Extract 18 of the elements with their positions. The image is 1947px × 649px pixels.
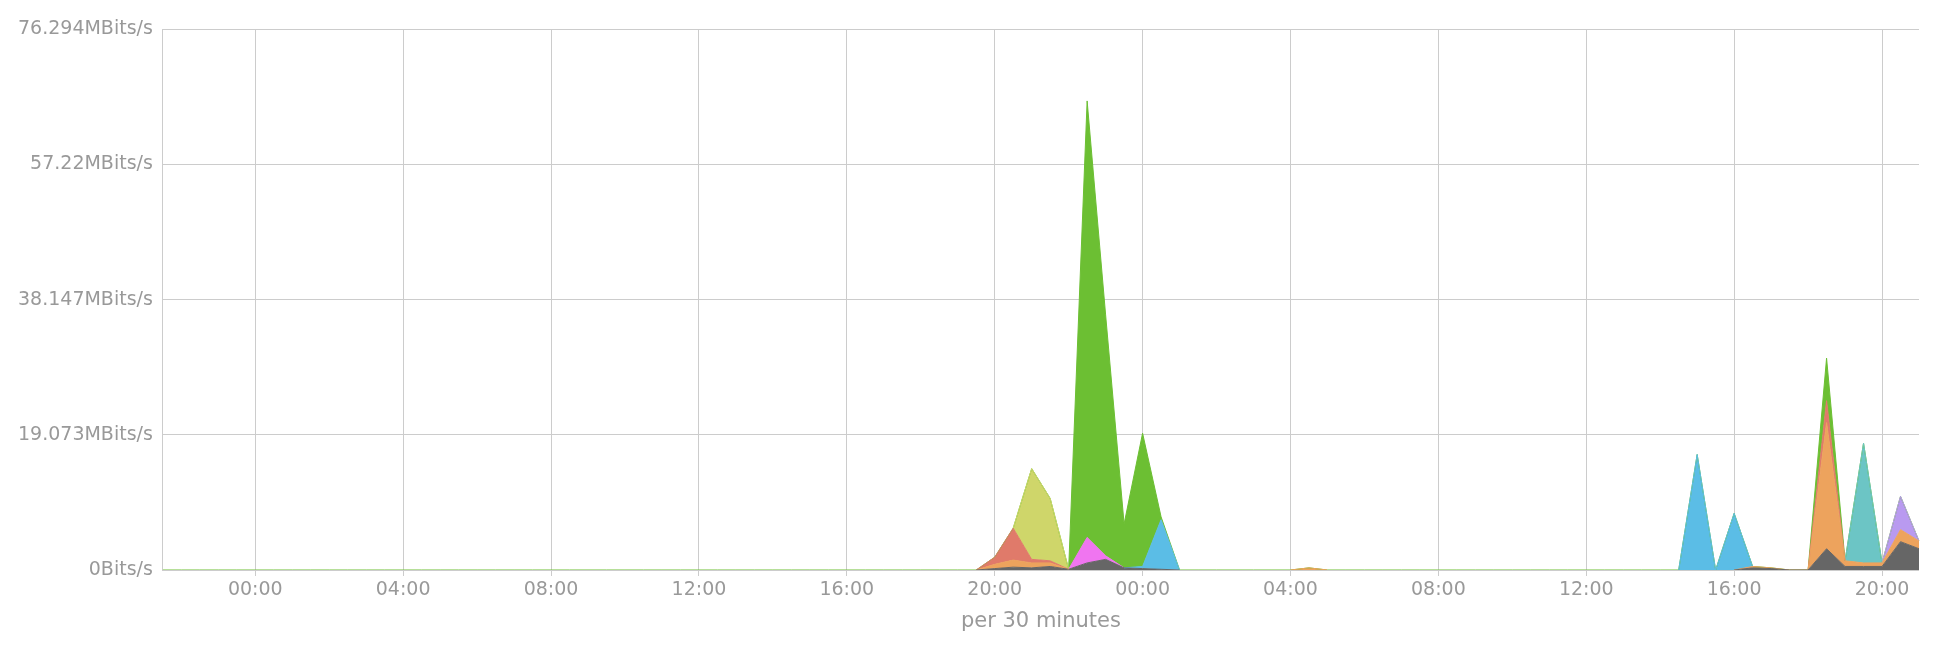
y-tick-label: 38.147MBits/s	[17, 286, 153, 309]
x-tick-label: 20:00	[1854, 577, 1910, 600]
x-tick-label: 20:00	[967, 577, 1023, 600]
y-tick-label: 0Bits/s	[88, 556, 153, 579]
x-tick-label: 04:00	[1263, 577, 1318, 600]
x-tick-label: 08:00	[523, 577, 579, 600]
y-tick-label: 19.073MBits/s	[17, 421, 153, 444]
x-tick-label: 16:00	[819, 577, 875, 600]
x-tick-label: 16:00	[1706, 577, 1762, 600]
x-tick-label: 08:00	[1410, 577, 1466, 600]
x-tick-label: 12:00	[671, 577, 727, 600]
x-tick-label: 00:00	[227, 577, 283, 600]
x-tick-label: 12:00	[1558, 577, 1614, 600]
y-tick-label: 76.294MBits/s	[17, 16, 153, 39]
x-axis-title: per 30 minutes	[960, 607, 1121, 632]
y-tick-label: 57.22MBits/s	[30, 151, 153, 174]
x-tick-label: 00:00	[1115, 577, 1170, 600]
x-tick-label: 04:00	[375, 577, 431, 600]
